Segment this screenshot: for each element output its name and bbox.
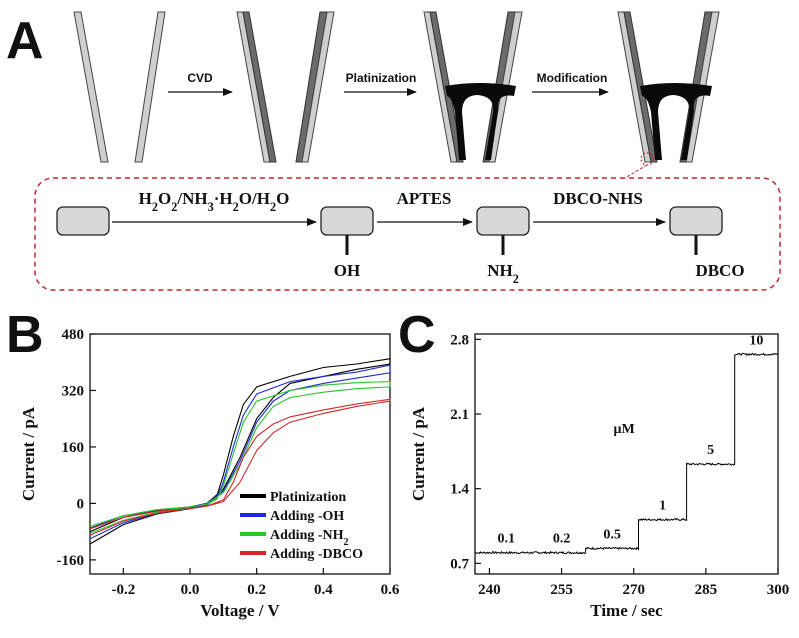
x-tick-label-c: 270 xyxy=(622,582,645,598)
pipette-platinized xyxy=(423,11,523,163)
step-label-c-2: 0.5 xyxy=(603,527,621,542)
x-tick-label-c: 240 xyxy=(478,582,501,598)
x-tick-label-b: 0.6 xyxy=(381,582,400,598)
legend-label-b-1: Adding -OH xyxy=(270,509,344,524)
y-tick-label-b: -160 xyxy=(57,553,85,569)
arrow-label-modification: Modification xyxy=(537,71,608,85)
pipette-bare xyxy=(73,11,166,163)
y-axis-title-c: Current / pA xyxy=(409,406,428,501)
y-tick-label-b: 160 xyxy=(62,440,85,456)
reagent-label-3: DBCO-NHS xyxy=(553,189,643,208)
series-line-b-2 xyxy=(89,381,391,534)
y-tick-label-c: 1.4 xyxy=(450,482,469,498)
panel-a-label: A xyxy=(6,12,44,70)
step-label-c-1: 0.2 xyxy=(553,532,571,547)
surface-oh: OH xyxy=(320,206,374,280)
step-label-c-3: 1 xyxy=(659,499,666,514)
y-axis-title-b: Current / pA xyxy=(19,406,38,501)
x-tick-label-c: 285 xyxy=(695,582,718,598)
y-tick-label-c: 0.7 xyxy=(450,556,469,572)
x-tick-label-c: 255 xyxy=(550,582,573,598)
x-axis-title-c: Time / sec xyxy=(590,601,663,620)
step-label-c-4: 5 xyxy=(707,443,714,458)
y-tick-label-b: 480 xyxy=(62,327,85,343)
zoom-connector xyxy=(624,164,648,179)
x-tick-label-c: 300 xyxy=(767,582,790,598)
chart-b: -0.2 0.0 0.2 0.4 0.6 -160 0 160 320 480 Voltage / … xyxy=(19,327,400,620)
pipette-modified xyxy=(617,11,720,166)
y-tick-label-b: 320 xyxy=(62,383,85,399)
step-arrow-3: DBCO-NHS xyxy=(533,189,666,226)
x-tick-label-b: 0.4 xyxy=(314,582,333,598)
series-line-b-3 xyxy=(89,398,391,536)
panel-b-label: B xyxy=(6,306,44,364)
arrow-cvd: CVD xyxy=(168,71,233,96)
x-tick-label-b: -0.2 xyxy=(111,582,135,598)
pipette-cvd xyxy=(236,11,335,163)
plot-frame-c xyxy=(474,333,779,575)
x-tick-label-b: 0.0 xyxy=(181,582,200,598)
group-label-dbco: DBCO xyxy=(695,261,744,280)
step-label-c-0: 0.1 xyxy=(498,532,516,547)
x-tick-label-b: 0.2 xyxy=(247,582,266,598)
legend-label-b-3: Adding -DBCO xyxy=(270,547,363,562)
current-trace-c xyxy=(474,352,779,555)
y-tick-label-c: 2.8 xyxy=(450,332,469,348)
surface-nh2: NH2 xyxy=(476,206,530,286)
step-arrow-2: APTES xyxy=(377,189,473,226)
y-tick-label-c: 2.1 xyxy=(450,407,469,423)
surface-dbco: DBCO xyxy=(669,206,745,280)
chart-c: 240 255 270 285 300 0.7 1.4 2.1 2.8 Time / sec Cur… xyxy=(409,332,789,620)
reagent-label-2: APTES xyxy=(397,189,452,208)
legend-label-b-0: Platinization xyxy=(270,490,346,505)
y-tick-label-b: 0 xyxy=(77,496,85,512)
step-arrow-1: H2O2/NH3·H2O/H2O xyxy=(112,189,317,226)
plot-frame-b xyxy=(89,333,391,575)
unit-label-c: μM xyxy=(614,422,635,437)
group-label-nh2: NH2 xyxy=(487,261,519,286)
surface-bare xyxy=(56,206,110,236)
reagent-label-1: H2O2/NH3·H2O/H2O xyxy=(139,189,290,214)
step-label-c-5: 10 xyxy=(749,333,763,348)
group-label-oh: OH xyxy=(334,261,360,280)
x-axis-title-b: Voltage / V xyxy=(200,601,280,620)
series-line-b-1 xyxy=(89,364,391,540)
arrow-label-cvd: CVD xyxy=(187,71,213,85)
panel-c-label: C xyxy=(398,306,436,364)
legend-label-b-2: Adding -NH2 xyxy=(270,528,349,548)
arrow-platinization: Platinization xyxy=(344,71,417,96)
inset-border xyxy=(34,177,781,291)
arrow-label-platinization: Platinization xyxy=(346,71,417,85)
arrow-modification: Modification xyxy=(532,71,609,96)
